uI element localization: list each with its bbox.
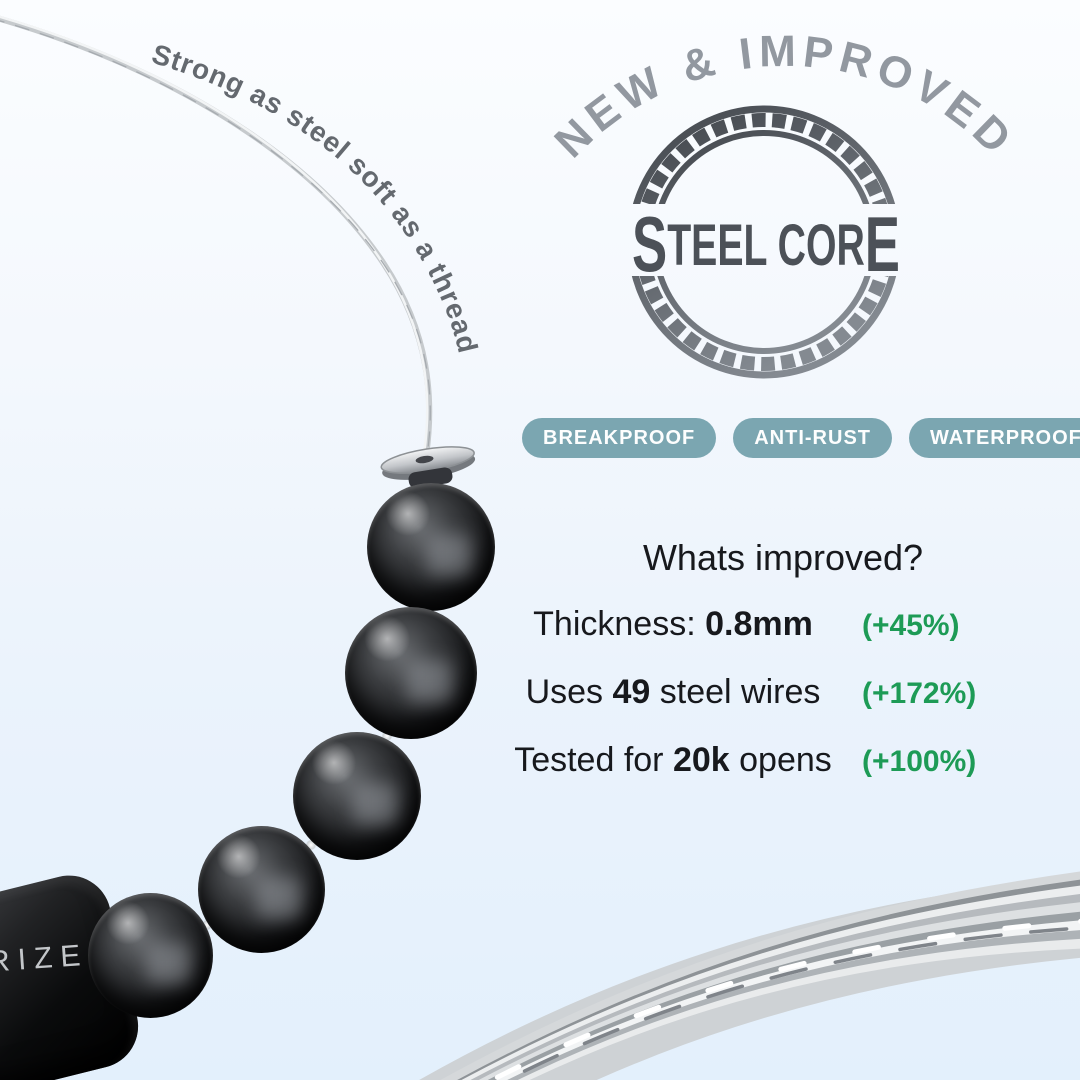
black-bead bbox=[198, 826, 325, 953]
steel-core-badge: STEEL CORE bbox=[627, 105, 901, 379]
black-bead bbox=[88, 893, 213, 1018]
improvement-delta: (+45%) bbox=[862, 609, 960, 642]
pill-waterproof: WATERPROOF bbox=[909, 418, 1080, 458]
badge-text: STEEL CORE bbox=[632, 200, 900, 288]
improvements-section: Whats improved? Thickness: 0.8mm (+45%) … bbox=[508, 536, 1064, 808]
wire-glint bbox=[202, 920, 212, 930]
wire-glint bbox=[306, 840, 316, 850]
improvement-text: Uses 49 steel wires bbox=[508, 672, 838, 712]
improvement-value: 49 bbox=[612, 673, 651, 711]
improvement-row-opens: Tested for 20k opens (+100%) bbox=[508, 740, 1064, 782]
improvement-value: 0.8mm bbox=[705, 605, 813, 643]
black-bead bbox=[345, 607, 477, 739]
improvement-row-thickness: Thickness: 0.8mm (+45%) bbox=[508, 604, 1064, 646]
improvement-delta: (+100%) bbox=[862, 745, 977, 778]
badge-rings bbox=[627, 105, 901, 379]
improvement-suffix: steel wires bbox=[650, 673, 821, 711]
pill-anti-rust: ANTI-RUST bbox=[733, 418, 892, 458]
improvement-row-wires: Uses 49 steel wires (+172%) bbox=[508, 672, 1064, 714]
improvement-prefix: Tested for bbox=[514, 741, 673, 779]
wire-glint bbox=[382, 731, 392, 741]
improvement-prefix: Thickness: bbox=[533, 605, 706, 643]
arc-title: NEW & IMPROVED bbox=[545, 27, 1024, 167]
steel-thread-wire bbox=[0, 15, 433, 457]
improvement-value: 20k bbox=[672, 741, 730, 779]
pill-breakproof: BREAKPROOF bbox=[522, 418, 717, 458]
steel-cable bbox=[419, 871, 1080, 1080]
improvement-delta: (+172%) bbox=[862, 677, 977, 710]
improvements-heading: Whats improved? bbox=[642, 537, 924, 578]
clasp-brand-text: RIZE bbox=[0, 938, 90, 979]
improvement-text: Thickness: 0.8mm bbox=[508, 604, 838, 644]
thread-caption: Strong as steel soft as a thread bbox=[148, 38, 483, 357]
improvement-text: Tested for 20k opens bbox=[508, 740, 838, 780]
improvement-suffix: opens bbox=[729, 741, 832, 779]
pill-waterproof-label: WATERPROOF bbox=[930, 426, 1080, 449]
black-bead bbox=[367, 483, 495, 611]
improvement-prefix: Uses bbox=[525, 673, 613, 711]
black-bead bbox=[293, 732, 421, 860]
pill-anti-rust-label: ANTI-RUST bbox=[754, 426, 871, 449]
pill-breakproof-label: BREAKPROOF bbox=[543, 426, 696, 449]
feature-pills-row: BREAKPROOF ANTI-RUST WATERPROOF bbox=[522, 418, 1080, 458]
